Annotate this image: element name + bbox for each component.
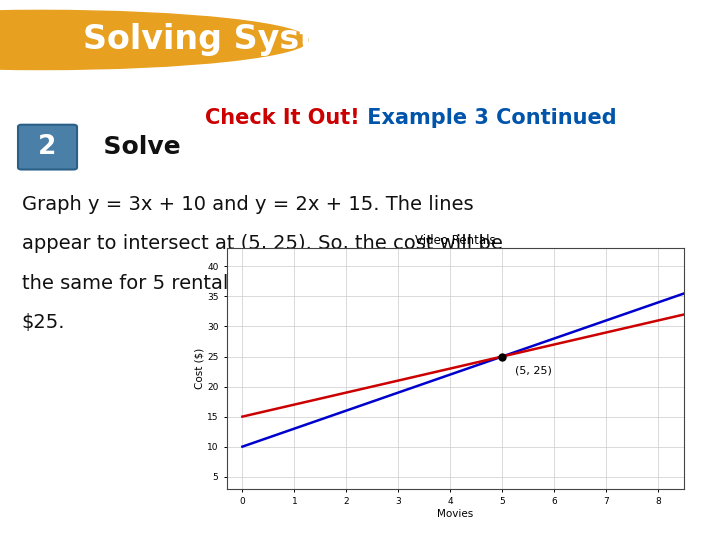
Text: $25.: $25.	[22, 313, 65, 332]
Text: Check It Out!: Check It Out!	[205, 107, 360, 127]
Text: Example 3 Continued: Example 3 Continued	[360, 107, 616, 127]
Circle shape	[0, 10, 308, 70]
FancyBboxPatch shape	[18, 125, 77, 170]
X-axis label: Movies: Movies	[437, 509, 474, 519]
Text: 2: 2	[38, 134, 57, 160]
Text: Solve: Solve	[86, 135, 181, 159]
Text: Copyright © by Holt Mc Dougal. All Rights Reserved.: Copyright © by Holt Mc Dougal. All Right…	[467, 519, 706, 528]
Text: Graph y = 3x + 10 and y = 2x + 15. The lines: Graph y = 3x + 10 and y = 2x + 15. The l…	[22, 195, 473, 214]
Text: appear to intersect at (5, 25). So, the cost will be: appear to intersect at (5, 25). So, the …	[22, 234, 503, 253]
Text: Solving Systems by Graphing: Solving Systems by Graphing	[83, 23, 634, 57]
Text: Holt McDougal Algebra 1: Holt McDougal Algebra 1	[14, 517, 179, 530]
Title: Video Rentals: Video Rentals	[415, 234, 495, 247]
Text: (5, 25): (5, 25)	[515, 366, 552, 375]
Y-axis label: Cost ($): Cost ($)	[194, 348, 204, 389]
Text: the same for 5 rentals and the total cost will be: the same for 5 rentals and the total cos…	[22, 274, 486, 293]
